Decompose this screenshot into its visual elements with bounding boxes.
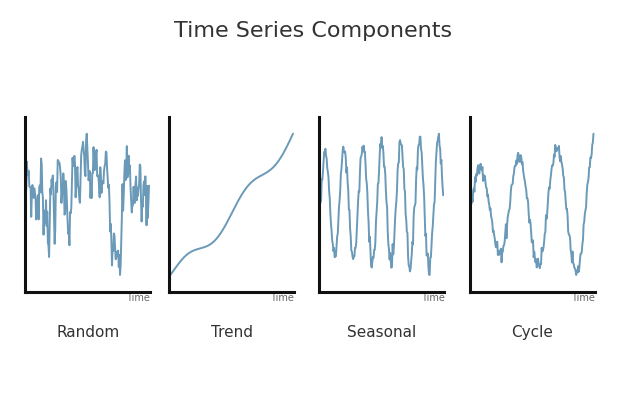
X-axis label: Time: Time (571, 293, 595, 303)
X-axis label: Time: Time (421, 293, 444, 303)
Text: Trend: Trend (210, 325, 253, 340)
Text: Seasonal: Seasonal (347, 325, 416, 340)
X-axis label: Time: Time (270, 293, 294, 303)
X-axis label: Time: Time (126, 293, 150, 303)
Text: Cycle: Cycle (511, 325, 553, 340)
Text: Time Series Components: Time Series Components (174, 21, 452, 41)
Text: Random: Random (56, 325, 120, 340)
